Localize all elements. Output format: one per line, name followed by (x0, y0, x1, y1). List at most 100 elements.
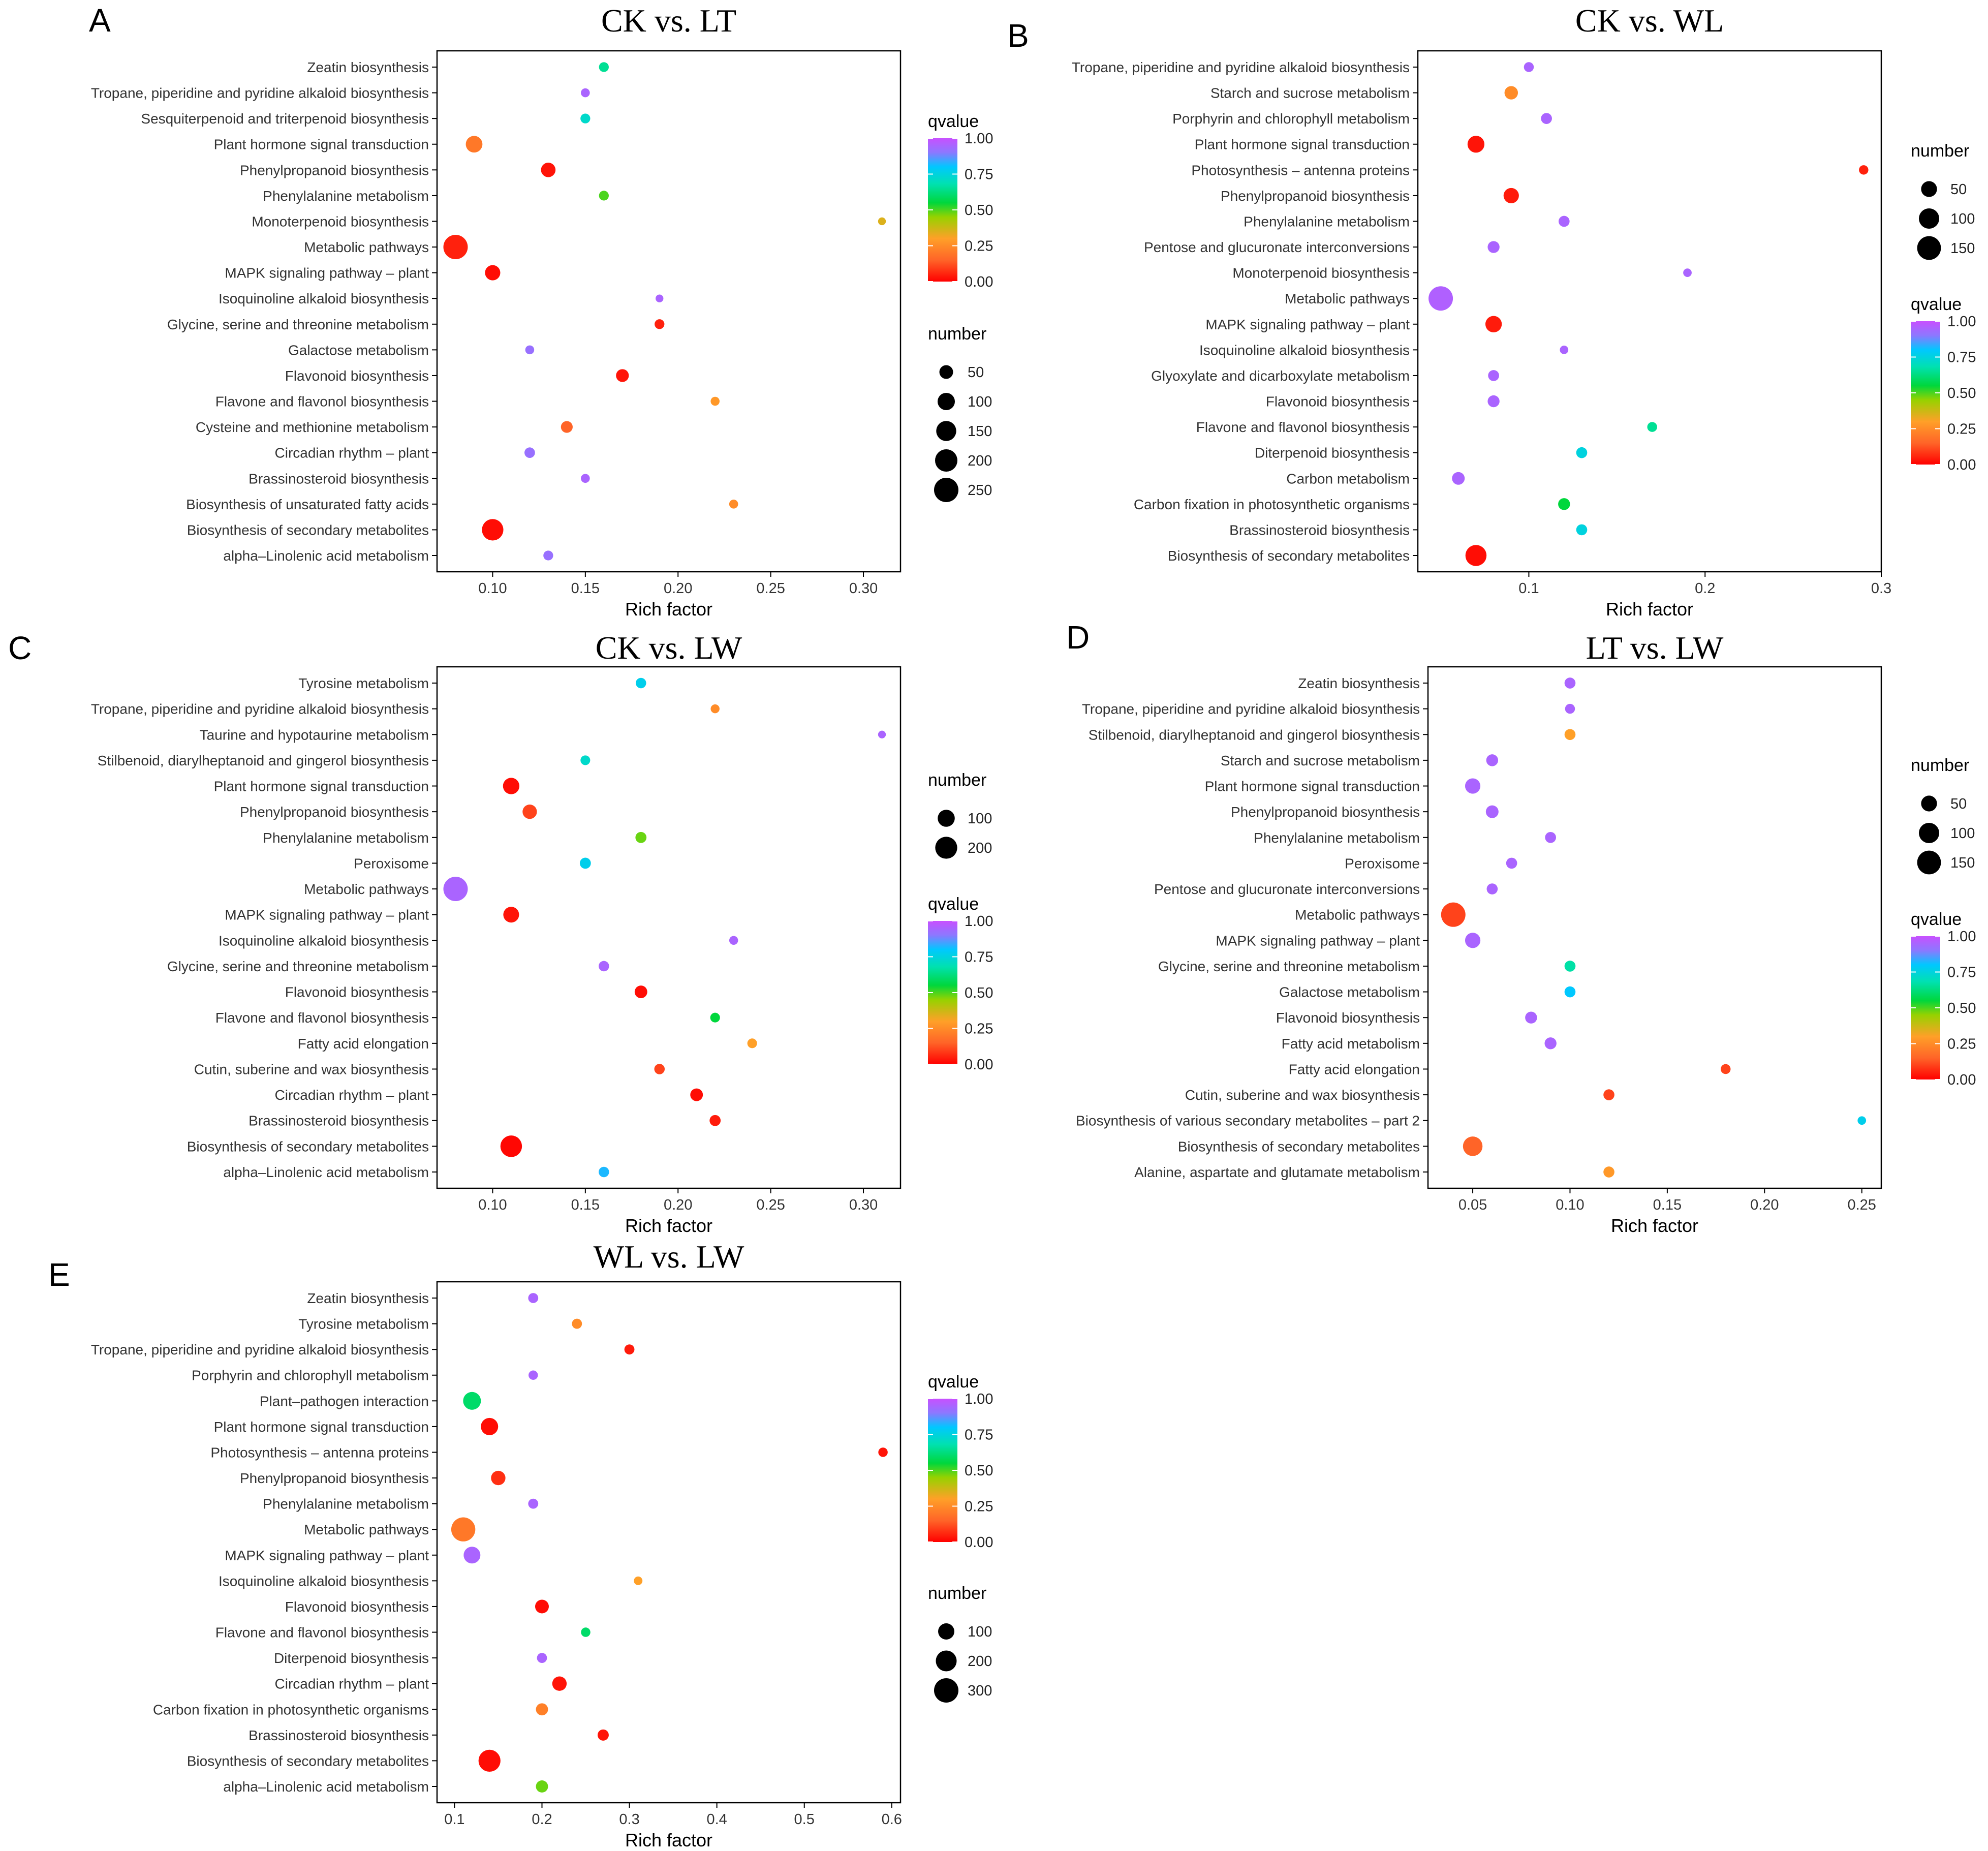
x-tick-label: 0.10 (478, 580, 507, 597)
data-point (654, 1064, 665, 1074)
number-legend: number 100 200 300 (928, 1584, 992, 1703)
data-point (491, 1470, 506, 1486)
category-label: Phenylpropanoid biosynthesis (1221, 188, 1410, 204)
panel-label: E (48, 1256, 70, 1293)
legend-title: number (928, 770, 986, 790)
data-point (1465, 778, 1481, 794)
category-label: Plant–pathogen interaction (260, 1393, 429, 1409)
category-label: Biosynthesis of secondary metabolites (1168, 548, 1410, 564)
category-label: Biosynthesis of secondary metabolites (187, 1753, 429, 1769)
data-point (634, 1576, 643, 1585)
data-point (465, 136, 483, 153)
category-label: Metabolic pathways (304, 881, 429, 897)
category-label: Biosynthesis of secondary metabolites (1178, 1138, 1420, 1154)
legend-title: number (928, 324, 986, 344)
panel-title: WL vs. LW (594, 1239, 744, 1275)
category-label: Photosynthesis – antenna proteins (1191, 162, 1410, 178)
colorbar-tick-label: 0.00 (965, 1534, 993, 1551)
category-label: Monoterpenoid biosynthesis (252, 213, 429, 229)
category-label: Zeatin biosynthesis (307, 1290, 429, 1306)
size-key-dot (936, 421, 956, 441)
panel-label: D (1066, 619, 1090, 656)
data-point (729, 500, 738, 509)
x-tick-label: 0.2 (1695, 580, 1715, 597)
panel-title: CK vs. LW (596, 630, 742, 666)
category-label: MAPK signaling pathway – plant (225, 907, 429, 923)
data-point (729, 936, 738, 945)
category-label: Peroxisome (1345, 855, 1420, 871)
data-point (1486, 883, 1498, 894)
category-label: Glycine, serine and threonine metabolism (167, 959, 429, 974)
data-point (878, 217, 886, 226)
data-point (1576, 524, 1588, 536)
size-key-label: 50 (968, 364, 984, 381)
data-point (537, 1653, 547, 1663)
data-point (747, 1038, 757, 1048)
data-point (1506, 857, 1517, 869)
size-key-dot (1917, 236, 1941, 260)
category-label: Tropane, piperidine and pyridine alkaloi… (91, 1342, 429, 1358)
data-point (1487, 241, 1500, 253)
category-label: Cutin, suberine and wax biosynthesis (194, 1061, 429, 1077)
colorbar-tick-label: 1.00 (1947, 314, 1976, 330)
category-label: Plant hormone signal transduction (214, 779, 429, 794)
category-label: Tyrosine metabolism (298, 1316, 429, 1332)
data-point (503, 778, 520, 794)
x-tick-label: 0.1 (1518, 580, 1539, 597)
category-label: Carbon fixation in photosynthetic organi… (1134, 497, 1410, 512)
data-point (580, 113, 591, 124)
category-label: Brassinosteroid biosynthesis (248, 1113, 429, 1129)
data-point (500, 1135, 522, 1157)
category-label: Fatty acid elongation (298, 1036, 429, 1052)
data-point (524, 447, 535, 458)
data-point (878, 730, 886, 738)
panel-a: A CK vs. LT Zeatin biosynthesis Tropane, pi… (89, 2, 993, 620)
category-label: Isoquinoline alkaloid biosynthesis (219, 933, 429, 948)
data-point (1485, 805, 1499, 818)
category-label: Brassinosteroid biosynthesis (248, 1727, 429, 1743)
category-label: Carbon metabolism (1286, 471, 1410, 486)
category-label: Diterpenoid biosynthesis (1255, 445, 1410, 461)
category-label: Biosynthesis of secondary metabolites (187, 1138, 429, 1154)
data-point (635, 831, 647, 843)
category-label: Peroxisome (354, 855, 429, 871)
category-label: Glyoxylate and dicarboxylate metabolism (1151, 368, 1410, 384)
x-tick-label: 0.1 (444, 1811, 464, 1828)
category-label: Zeatin biosynthesis (1298, 675, 1420, 691)
x-tick-label: 0.4 (706, 1811, 727, 1828)
category-label: MAPK signaling pathway – plant (1216, 933, 1420, 948)
data-point (599, 961, 609, 972)
colorbar-tick-label: 0.50 (965, 202, 993, 219)
size-key-dot (1918, 208, 1940, 229)
x-tick-label: 0.05 (1458, 1197, 1487, 1213)
colorbar-tick-label: 0.00 (965, 1057, 993, 1073)
data-point (1467, 136, 1485, 153)
panel-e: E WL vs. LW Zeatin biosynthesis Tyrosine me… (48, 1239, 993, 1850)
category-label: Porphyrin and chlorophyll metabolism (192, 1368, 429, 1383)
data-point (1720, 1064, 1731, 1074)
category-label: Isoquinoline alkaloid biosynthesis (1199, 342, 1410, 358)
category-label: Zeatin biosynthesis (307, 59, 429, 75)
size-key-dot (935, 837, 957, 859)
data-point (1545, 831, 1557, 843)
category-label: Cutin, suberine and wax biosynthesis (1185, 1087, 1420, 1103)
size-key-label: 250 (968, 482, 992, 499)
x-axis-label: Rich factor (1606, 599, 1693, 620)
size-key-label: 200 (968, 1653, 992, 1670)
size-key-dot (938, 1623, 954, 1640)
panel-label: A (89, 2, 111, 39)
data-point (580, 755, 591, 765)
category-label: Brassinosteroid biosynthesis (1229, 522, 1410, 538)
size-key-label: 50 (1950, 796, 1967, 812)
data-point (1441, 902, 1466, 927)
category-label: Taurine and hypotaurine metabolism (200, 727, 429, 743)
category-label: Sesquiterpenoid and triterpenoid biosynt… (141, 111, 429, 127)
category-label: Flavonoid biosynthesis (285, 984, 429, 1000)
category-label: alpha–Linolenic acid metabolism (223, 548, 429, 564)
colorbar-tick-label: 0.75 (1947, 965, 1976, 981)
x-tick-label: 0.5 (794, 1811, 815, 1828)
category-label: Pentose and glucuronate interconversions (1144, 239, 1410, 255)
data-point (541, 163, 556, 177)
category-label: Biosynthesis of unsaturated fatty acids (186, 497, 429, 512)
